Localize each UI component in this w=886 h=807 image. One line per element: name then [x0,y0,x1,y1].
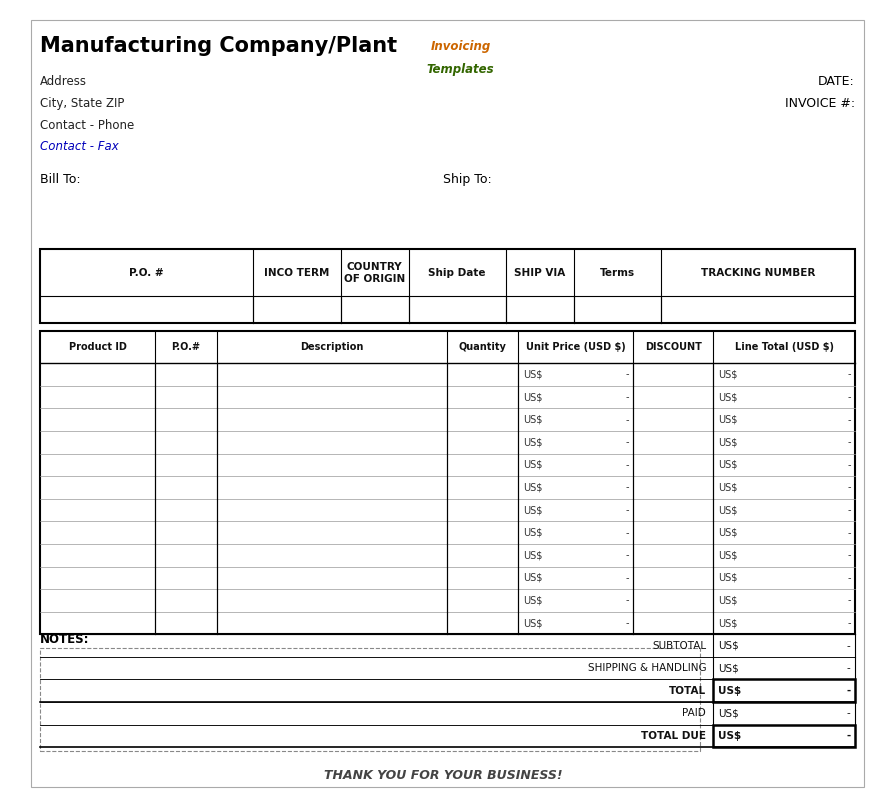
Text: US$: US$ [718,731,741,741]
Text: PAID: PAID [682,709,706,718]
Text: Contact - Phone: Contact - Phone [40,119,134,132]
Text: -: - [847,709,851,718]
Text: Manufacturing Company/Plant: Manufacturing Company/Plant [40,36,397,56]
Text: -: - [626,505,629,515]
Text: -: - [847,663,851,673]
Text: -: - [847,505,851,515]
Text: US$: US$ [523,415,542,424]
Text: NOTES:: NOTES: [40,633,89,646]
Text: INVOICE #:: INVOICE #: [785,97,855,110]
Text: US$: US$ [523,483,542,492]
Text: US$: US$ [718,686,741,696]
Text: -: - [846,686,851,696]
Text: Address: Address [40,75,87,88]
Text: THANK YOU FOR YOUR BUSINESS!: THANK YOU FOR YOUR BUSINESS! [323,769,563,782]
Bar [40,331,855,634]
Bar [40,648,700,751]
Text: -: - [626,392,629,402]
Text: -: - [626,596,629,605]
Text: Invoicing: Invoicing [431,40,491,53]
Text: -: - [847,437,851,447]
Text: COUNTRY
OF ORIGIN: COUNTRY OF ORIGIN [344,262,405,283]
Text: US$: US$ [718,663,738,673]
Text: Ship Date: Ship Date [429,268,486,278]
Text: Unit Price (USD $): Unit Price (USD $) [526,342,626,352]
Text: -: - [847,596,851,605]
Text: -: - [846,731,851,741]
Text: US$: US$ [718,550,737,560]
Text: US$: US$ [523,528,542,537]
Text: US$: US$ [523,596,542,605]
Text: US$: US$ [718,460,737,470]
Text: -: - [626,528,629,537]
Text: US$: US$ [523,370,542,379]
Text: -: - [847,550,851,560]
Text: -: - [626,618,629,628]
Text: SUBTOTAL: SUBTOTAL [652,641,706,650]
Text: Bill To:: Bill To: [40,173,81,186]
Text: TRACKING NUMBER: TRACKING NUMBER [701,268,815,278]
Text: -: - [847,483,851,492]
Text: US$: US$ [718,573,737,583]
Text: US$: US$ [523,618,542,628]
Text: -: - [626,550,629,560]
Text: US$: US$ [718,415,737,424]
Text: -: - [626,573,629,583]
Text: City, State ZIP: City, State ZIP [40,97,124,110]
Text: SHIPPING & HANDLING: SHIPPING & HANDLING [587,663,706,673]
Text: US$: US$ [523,460,542,470]
Text: Line Total (USD $): Line Total (USD $) [734,342,834,352]
Text: -: - [626,460,629,470]
Text: -: - [847,415,851,424]
Text: DISCOUNT: DISCOUNT [645,342,702,352]
Bar [40,249,855,323]
Text: US$: US$ [718,709,738,718]
Text: US$: US$ [718,437,737,447]
Text: US$: US$ [718,641,738,650]
Text: Description: Description [300,342,364,352]
Text: -: - [626,437,629,447]
Text: -: - [847,618,851,628]
Text: Quantity: Quantity [459,342,507,352]
Text: TOTAL DUE: TOTAL DUE [641,731,706,741]
Bar [713,725,855,747]
Text: INCO TERM: INCO TERM [264,268,330,278]
Text: Terms: Terms [600,268,634,278]
Text: US$: US$ [718,505,737,515]
Text: -: - [626,370,629,379]
Text: -: - [847,573,851,583]
Text: Contact - Fax: Contact - Fax [40,140,119,153]
Text: US$: US$ [523,550,542,560]
Text: SHIP VIA: SHIP VIA [514,268,565,278]
Text: US$: US$ [523,392,542,402]
Text: -: - [847,392,851,402]
Text: -: - [847,641,851,650]
Text: -: - [847,370,851,379]
Text: DATE:: DATE: [819,75,855,88]
Text: TOTAL: TOTAL [669,686,706,696]
Text: -: - [626,415,629,424]
Text: US$: US$ [718,370,737,379]
Text: US$: US$ [718,392,737,402]
Text: US$: US$ [523,505,542,515]
Text: -: - [626,483,629,492]
Text: US$: US$ [718,596,737,605]
Bar [713,679,855,702]
Text: Product ID: Product ID [68,342,127,352]
Text: US$: US$ [718,618,737,628]
Text: P.O.#: P.O.# [172,342,200,352]
Text: US$: US$ [523,573,542,583]
Text: -: - [847,460,851,470]
Text: P.O. #: P.O. # [129,268,164,278]
Text: -: - [847,528,851,537]
Text: US$: US$ [523,437,542,447]
Text: US$: US$ [718,528,737,537]
Text: Templates: Templates [427,63,494,76]
Text: Ship To:: Ship To: [443,173,492,186]
Text: US$: US$ [718,483,737,492]
